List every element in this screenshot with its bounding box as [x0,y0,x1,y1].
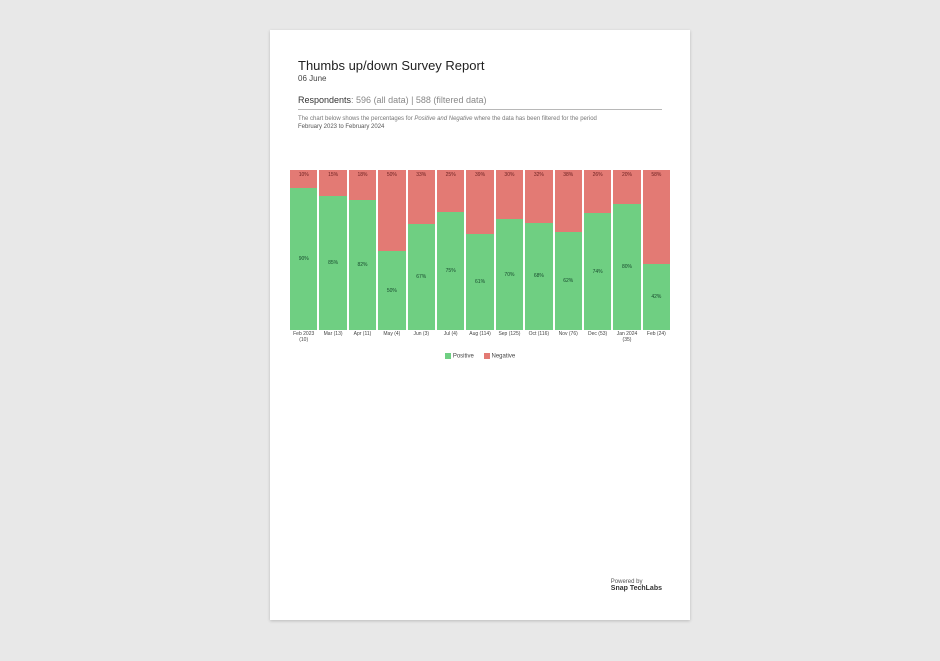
chart-x-axis: Feb 2023 (10)Mar (13)Apr (11)May (4)Jun … [290,332,670,343]
bar-positive: 42% [643,264,670,330]
chart-legend: Positive Negative [290,353,670,360]
bar-column: 20%80% [613,170,640,330]
bar-negative: 18% [349,170,376,200]
bar-positive: 70% [496,219,523,330]
x-axis-label: Jan 2024 (35) [613,332,640,343]
bar-negative: 32% [525,170,552,223]
bar-column: 10%90% [290,170,317,330]
bar-column: 25%75% [437,170,464,330]
respondents-value: : 596 (all data) | 588 (filtered data) [351,95,486,105]
bar-negative: 38% [555,170,582,232]
bar-negative: 10% [290,170,317,188]
bar-negative: 39% [466,170,493,234]
desc-period: February 2023 to February 2024 [298,124,384,130]
bar-positive: 74% [584,213,611,330]
bar-negative: 30% [496,170,523,219]
x-axis-label: Sep (125) [496,332,523,343]
x-axis-label: Feb (24) [643,332,670,343]
report-page: Thumbs up/down Survey Report 06 June Res… [270,30,690,620]
bar-column: 58%42% [643,170,670,330]
chart-bars: 10%90%15%85%18%82%50%50%33%67%25%75%39%6… [290,170,670,330]
bar-positive: 62% [555,232,582,330]
report-content: Thumbs up/down Survey Report 06 June Res… [298,58,662,132]
report-title: Thumbs up/down Survey Report [298,58,662,73]
bar-positive: 75% [437,212,464,331]
legend-positive-label: Positive [453,354,474,360]
x-axis-label: Jul (4) [437,332,464,343]
x-axis-label: Feb 2023 (10) [290,332,317,343]
bar-positive: 82% [349,200,376,330]
bar-positive: 68% [525,223,552,330]
bar-column: 30%70% [496,170,523,330]
x-axis-label: Dec (53) [584,332,611,343]
bar-negative: 25% [437,170,464,212]
legend-positive-swatch [445,353,451,359]
bar-column: 32%68% [525,170,552,330]
bar-negative: 15% [319,170,346,196]
bar-column: 26%74% [584,170,611,330]
bar-positive: 61% [466,234,493,330]
report-date: 06 June [298,74,662,83]
bar-negative: 26% [584,170,611,213]
report-footer: Powered by Snap TechLabs [611,579,662,592]
x-axis-label: Apr (11) [349,332,376,343]
bar-positive: 80% [613,204,640,330]
respondents-label: Respondents [298,95,351,105]
desc-mid: where the data has been filtered for the… [472,116,596,122]
bar-negative: 50% [378,170,405,251]
bar-negative: 58% [643,170,670,264]
bar-column: 15%85% [319,170,346,330]
x-axis-label: Nov (76) [555,332,582,343]
bar-positive: 90% [290,188,317,330]
bar-column: 18%82% [349,170,376,330]
desc-prefix: The chart below shows the percentages fo… [298,116,414,122]
report-description: The chart below shows the percentages fo… [298,116,662,132]
x-axis-label: Aug (114) [466,332,493,343]
bar-column: 38%62% [555,170,582,330]
x-axis-label: Jun (3) [408,332,435,343]
legend-negative-label: Negative [492,354,516,360]
bar-negative: 20% [613,170,640,204]
desc-emph: Positive and Negative [414,116,472,122]
survey-chart: 10%90%15%85%18%82%50%50%33%67%25%75%39%6… [290,170,670,360]
footer-brand: Snap TechLabs [611,585,662,592]
bar-column: 39%61% [466,170,493,330]
bar-positive: 85% [319,196,346,330]
bar-column: 50%50% [378,170,405,330]
bar-positive: 50% [378,251,405,330]
x-axis-label: Oct (116) [525,332,552,343]
x-axis-label: May (4) [378,332,405,343]
bar-negative: 33% [408,170,435,224]
legend-negative-swatch [484,353,490,359]
respondents-row: Respondents: 596 (all data) | 588 (filte… [298,95,662,110]
x-axis-label: Mar (13) [319,332,346,343]
bar-positive: 67% [408,224,435,330]
bar-column: 33%67% [408,170,435,330]
